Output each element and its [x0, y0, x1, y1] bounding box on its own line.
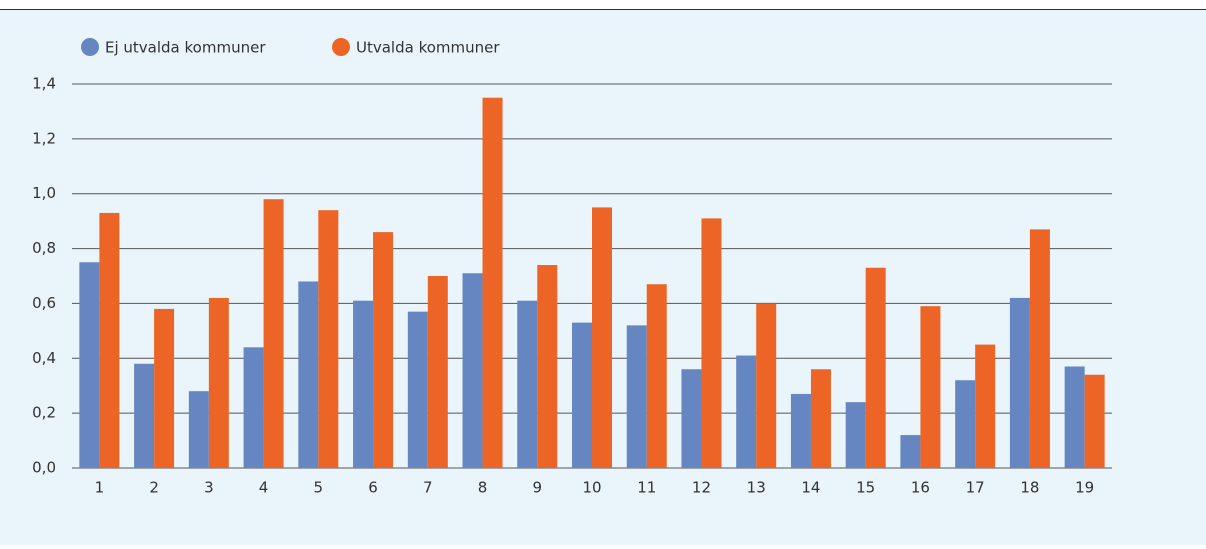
bar: [865, 267, 886, 468]
bar: [1064, 366, 1085, 468]
x-tick-label: 8: [478, 479, 488, 497]
y-tick-label: 0,6: [32, 294, 56, 312]
bar: [920, 306, 941, 468]
bar: [845, 402, 866, 468]
x-tick-label: 11: [637, 479, 656, 497]
legend-marker: [81, 38, 99, 56]
bar: [736, 355, 757, 468]
bar: [208, 297, 229, 468]
x-tick-label: 5: [314, 479, 324, 497]
x-tick-label: 19: [1075, 479, 1094, 497]
legend-label: Utvalda kommuner: [356, 39, 500, 57]
bar: [407, 311, 428, 468]
bar: [900, 435, 921, 468]
x-tick-label: 1: [95, 479, 105, 497]
bar: [353, 300, 374, 468]
x-tick-label: 9: [532, 479, 542, 497]
x-tick-label: 15: [856, 479, 875, 497]
legend-label: Ej utvalda kommuner: [105, 39, 266, 57]
x-tick-label: 14: [801, 479, 820, 497]
bar: [99, 212, 120, 468]
x-tick-label: 18: [1020, 479, 1039, 497]
bar: [318, 210, 339, 468]
bar: [592, 207, 612, 468]
bar: [537, 265, 558, 468]
bar: [681, 369, 702, 468]
bar: [263, 199, 284, 468]
bar: [517, 300, 538, 468]
bar: [626, 325, 647, 468]
y-tick-label: 1,2: [32, 129, 56, 147]
x-tick-label: 12: [692, 479, 711, 497]
y-tick-label: 0,8: [32, 239, 56, 257]
bar: [373, 232, 394, 468]
bar: [79, 262, 100, 468]
bar: [427, 276, 448, 468]
x-tick-label: 16: [911, 479, 930, 497]
bar: [701, 218, 722, 468]
x-tick-label: 2: [149, 479, 159, 497]
bar: [756, 303, 777, 468]
bar: [790, 393, 811, 468]
x-tick-label: 7: [423, 479, 433, 497]
bar: [243, 347, 264, 468]
x-tick-label: 6: [368, 479, 378, 497]
bar: [955, 380, 976, 468]
x-tick-label: 10: [582, 479, 601, 497]
x-tick-label: 17: [966, 479, 985, 497]
bar: [298, 281, 319, 468]
bar: [462, 273, 483, 468]
bar: [134, 363, 155, 468]
bar: [975, 344, 996, 468]
y-tick-label: 1,0: [32, 184, 56, 202]
x-tick-label: 13: [747, 479, 766, 497]
bar: [1009, 297, 1030, 468]
y-tick-label: 0,0: [32, 459, 56, 477]
bar: [1029, 229, 1050, 468]
bar: [572, 322, 592, 468]
bar: [646, 284, 667, 468]
x-tick-label: 4: [259, 479, 269, 497]
legend-marker: [332, 38, 350, 56]
y-tick-label: 0,2: [32, 404, 56, 422]
x-tick-label: 3: [204, 479, 214, 497]
bar: [482, 97, 503, 468]
bar: [154, 308, 175, 468]
y-tick-label: 1,4: [32, 75, 56, 93]
bar: [188, 391, 209, 468]
y-tick-label: 0,4: [32, 349, 56, 367]
bar: [1084, 374, 1105, 468]
bar: [810, 369, 831, 468]
